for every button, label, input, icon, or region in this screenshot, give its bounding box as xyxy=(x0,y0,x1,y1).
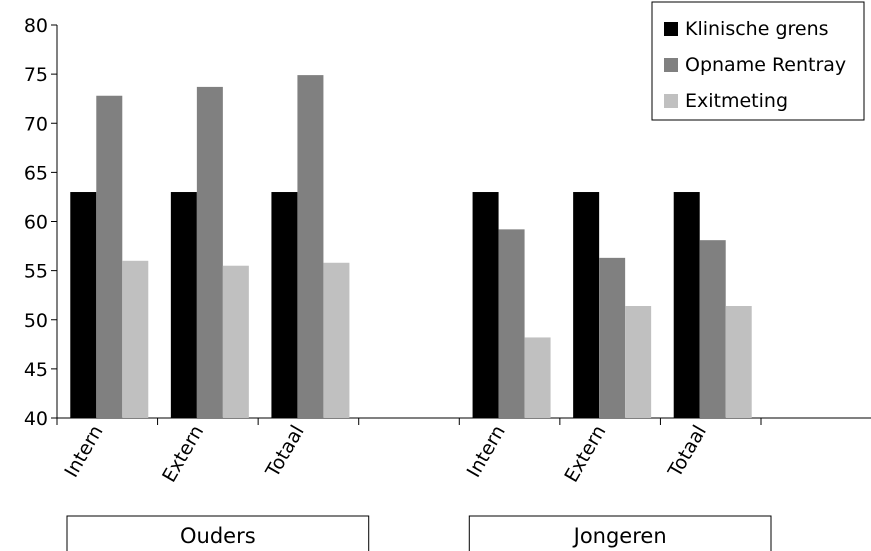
bar xyxy=(297,75,324,419)
legend-label: Klinische grens xyxy=(685,18,829,40)
x-tick-label: Extern xyxy=(158,422,208,487)
bar xyxy=(498,229,525,418)
legend: Klinische grens Opname Rentray Exitmeting xyxy=(651,1,865,121)
legend-label: Opname Rentray xyxy=(685,54,846,76)
legend-box xyxy=(651,1,865,121)
bar xyxy=(699,240,726,418)
y-tick-label: 40 xyxy=(24,408,48,430)
bar xyxy=(122,260,149,418)
bar xyxy=(599,257,626,418)
bar xyxy=(222,265,249,418)
group-label: Ouders xyxy=(180,524,256,548)
bar xyxy=(573,192,600,418)
group-box xyxy=(468,515,772,551)
x-tick-label: Intern xyxy=(60,422,107,482)
y-tick-label: 70 xyxy=(24,113,48,135)
y-tick-label: 65 xyxy=(24,162,48,184)
bar xyxy=(472,192,499,418)
x-tick-label: Extern xyxy=(560,422,610,487)
bar xyxy=(271,192,298,418)
bar xyxy=(625,305,652,418)
x-axis xyxy=(56,417,871,425)
group-box xyxy=(66,515,370,551)
bar xyxy=(323,262,350,418)
bar xyxy=(96,95,123,419)
legend-swatch xyxy=(664,94,678,108)
bar xyxy=(725,305,752,418)
x-tick-label: Totaal xyxy=(663,422,711,482)
y-tick-label: 75 xyxy=(24,64,48,86)
bar xyxy=(70,192,97,418)
legend-swatch xyxy=(664,58,678,72)
bar xyxy=(673,192,700,418)
y-tick-label: 60 xyxy=(24,212,48,234)
y-axis: 40 45 50 55 60 65 70 75 80 xyxy=(24,15,58,430)
x-tick-label: Intern xyxy=(463,421,510,481)
bar xyxy=(196,86,223,419)
bars xyxy=(70,75,752,419)
category-labels: Intern Extern Totaal Intern Extern Totaal xyxy=(60,421,711,486)
y-tick-label: 55 xyxy=(24,261,48,283)
y-tick-label: 80 xyxy=(24,15,48,37)
legend-swatch xyxy=(664,22,678,36)
x-tick-label: Totaal xyxy=(261,422,309,482)
bar xyxy=(524,337,551,418)
group-label: Jongeren xyxy=(572,524,667,548)
y-tick-label: 50 xyxy=(24,310,48,332)
y-tick-label: 45 xyxy=(24,359,48,381)
group-labels: Ouders Jongeren xyxy=(66,515,772,551)
bar xyxy=(170,192,197,418)
legend-label: Exitmeting xyxy=(685,90,788,112)
